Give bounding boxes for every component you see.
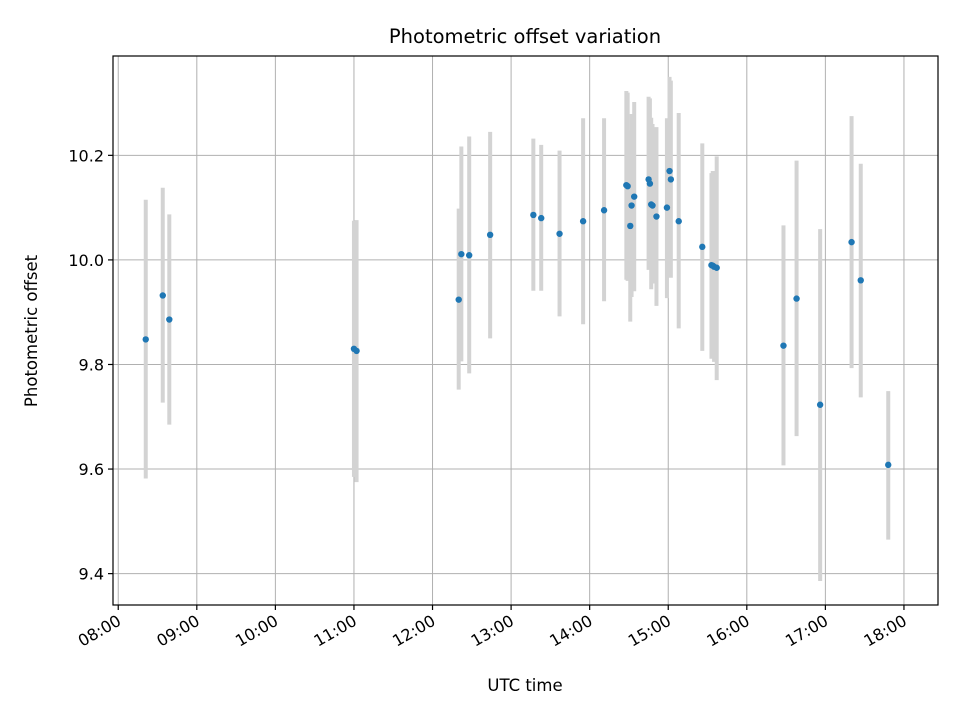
data-point <box>699 243 706 251</box>
data-point <box>624 182 631 190</box>
data-point <box>630 193 638 200</box>
data-point <box>600 207 608 214</box>
y-tick-label: 10.0 <box>68 251 104 270</box>
data-point <box>646 180 654 187</box>
data-point <box>455 296 462 303</box>
data-points <box>142 167 892 469</box>
y-tick-label: 9.6 <box>79 460 104 479</box>
data-point <box>780 342 787 349</box>
data-point <box>713 264 720 271</box>
data-point <box>579 218 587 225</box>
data-point <box>857 277 864 284</box>
data-point <box>816 401 824 408</box>
data-point <box>885 461 892 469</box>
data-point <box>159 292 166 299</box>
y-tick-label: 9.8 <box>79 355 104 374</box>
y-axis-label: Photometric offset <box>22 254 41 407</box>
data-point <box>556 230 563 237</box>
x-axis-label: UTC time <box>487 676 562 695</box>
data-point <box>353 347 360 355</box>
data-point <box>465 252 473 259</box>
data-point <box>667 176 675 183</box>
data-point <box>486 231 494 239</box>
data-point <box>663 204 671 211</box>
data-point <box>627 222 634 230</box>
data-point <box>675 218 682 225</box>
data-point <box>628 202 635 209</box>
data-point <box>649 202 656 209</box>
data-point <box>538 214 545 222</box>
data-point <box>530 211 537 219</box>
data-point <box>793 295 800 302</box>
data-point <box>166 316 173 323</box>
data-point <box>458 250 465 258</box>
data-point <box>848 238 855 246</box>
chart-title: Photometric offset variation <box>389 25 661 48</box>
y-axis-ticks: 9.4 9.6 9.8 10.0 10.2 <box>68 146 113 584</box>
y-tick-label: 10.2 <box>68 146 104 165</box>
y-tick-label: 9.4 <box>79 565 104 584</box>
data-point <box>142 336 149 343</box>
plot-area <box>113 56 938 605</box>
data-point <box>666 167 673 175</box>
plot-frame <box>112 55 939 606</box>
data-point <box>653 213 660 220</box>
